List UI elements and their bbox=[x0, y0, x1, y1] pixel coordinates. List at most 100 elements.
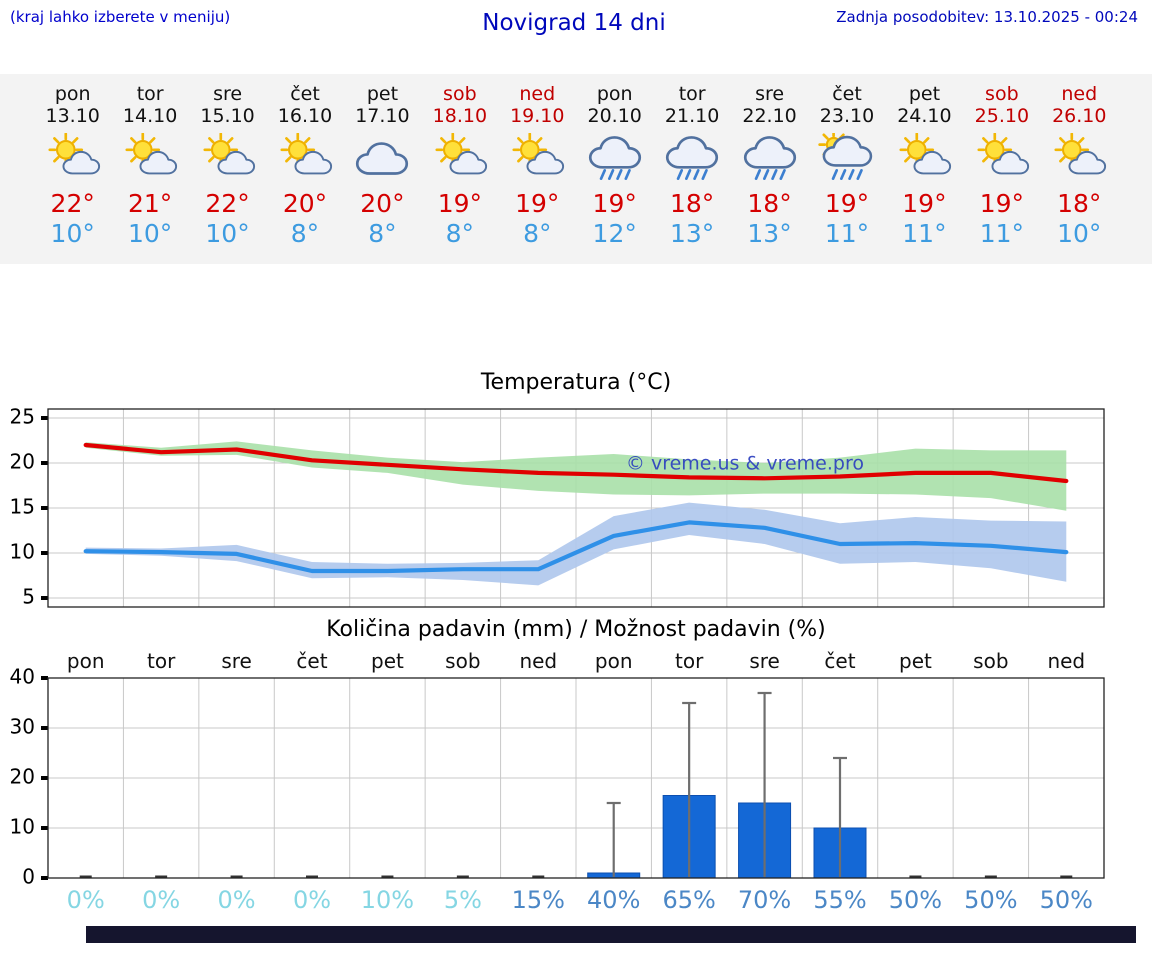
rain-icon bbox=[754, 168, 786, 180]
day-name: sob bbox=[443, 83, 477, 105]
weather-icon-rain-sun bbox=[818, 132, 873, 180]
day-date: 16.10 bbox=[277, 104, 333, 127]
y-tick-mark bbox=[41, 875, 48, 880]
high-temp: 20° bbox=[360, 188, 405, 218]
day-name: pon bbox=[596, 83, 633, 105]
day-label: sre bbox=[749, 649, 780, 673]
cloud-icon bbox=[588, 135, 641, 169]
day-date: 14.10 bbox=[122, 104, 178, 127]
low-temp: 11° bbox=[902, 219, 947, 249]
min-temp-range-band bbox=[85, 502, 1067, 586]
low-temp: 10° bbox=[50, 219, 95, 249]
day-icon-wrap bbox=[266, 132, 343, 185]
forecast-day: čet 16.10 20° 8° bbox=[266, 83, 343, 249]
day-label: pet bbox=[371, 649, 404, 673]
weather-icon-mostly-sunny bbox=[512, 132, 565, 175]
page-title: Novigrad 14 dni bbox=[482, 10, 666, 36]
high-temp: 18° bbox=[747, 188, 792, 218]
low-temp: 8° bbox=[368, 219, 397, 249]
day-label: pon bbox=[595, 649, 633, 673]
cloud-icon bbox=[991, 150, 1029, 175]
day-label: tor bbox=[675, 649, 704, 673]
low-temp: 11° bbox=[979, 219, 1024, 249]
weather-icon-mostly-sunny bbox=[435, 132, 487, 175]
day-date: 24.10 bbox=[897, 104, 952, 127]
high-temp: 18° bbox=[1057, 188, 1102, 218]
low-temp: 10° bbox=[127, 219, 173, 249]
day-name: sob bbox=[985, 83, 1019, 105]
forecast-day: sob 18.10 19° 8° bbox=[421, 83, 498, 249]
forecast-day: pet 17.10 20° 8° bbox=[344, 83, 421, 249]
cloud-icon bbox=[913, 150, 952, 175]
sun-icon bbox=[48, 132, 83, 167]
day-date: 15.10 bbox=[200, 104, 255, 127]
forecast-day: sre 15.10 22° 10° bbox=[189, 83, 266, 248]
low-temp: 13° bbox=[747, 219, 792, 249]
forecast-day: tor 21.10 18° 13° bbox=[653, 83, 730, 248]
day-label: tor bbox=[147, 649, 176, 673]
weather-icon-mostly-sunny bbox=[280, 132, 333, 175]
day-icon-wrap bbox=[731, 133, 808, 185]
high-temp: 21° bbox=[127, 188, 173, 218]
forecast-day: pet 24.10 19° 11° bbox=[886, 83, 963, 249]
y-tick-label: 30 bbox=[10, 714, 35, 738]
precipitation-chart-section: Količina padavin (mm) / Možnost padavin … bbox=[0, 617, 1152, 916]
cloud-icon bbox=[1068, 150, 1107, 175]
weather-icon-mostly-sunny bbox=[977, 132, 1029, 175]
day-name: ned bbox=[1061, 83, 1098, 105]
forecast-day: sob 25.10 19° 11° bbox=[963, 83, 1040, 249]
precip-plot-frame bbox=[47, 677, 1105, 879]
rain-icon bbox=[599, 168, 631, 180]
day-icon-wrap bbox=[111, 132, 188, 185]
day-name: tor bbox=[678, 83, 706, 105]
weather-icon-mostly-sunny bbox=[203, 132, 255, 175]
day-name: pet bbox=[366, 83, 399, 105]
day-label: pet bbox=[899, 649, 932, 673]
day-name: pet bbox=[908, 83, 941, 105]
y-tick-label: 10 bbox=[10, 814, 35, 838]
sun-icon bbox=[280, 132, 316, 167]
topbar: (kraj lahko izberete v meniju) Novigrad … bbox=[0, 0, 1152, 36]
day-date: 17.10 bbox=[355, 104, 410, 127]
y-tick-label: 25 bbox=[10, 404, 35, 428]
day-label: ned bbox=[1047, 649, 1085, 673]
forecast-strip: pon 13.10 22° 10° tor 14.10 21° 10° sre 15.10 22° 1… bbox=[0, 74, 1152, 264]
day-name: sre bbox=[213, 83, 243, 105]
high-temp: 19° bbox=[515, 188, 560, 218]
day-label: čet bbox=[296, 649, 327, 673]
day-name: pon bbox=[54, 83, 91, 105]
day-icon-wrap bbox=[421, 132, 498, 185]
precip-zero-tick bbox=[230, 875, 243, 878]
forecast-day: ned 26.10 18° 10° bbox=[1041, 83, 1118, 248]
y-tick-mark bbox=[41, 550, 48, 555]
precip-probability-label: 70% bbox=[738, 886, 791, 914]
low-temp: 8° bbox=[445, 219, 475, 249]
watermark: © vreme.us & vreme.pro bbox=[626, 452, 864, 474]
high-temp: 19° bbox=[592, 188, 637, 218]
precip-probability-label: 0% bbox=[142, 886, 180, 914]
y-tick-label: 20 bbox=[10, 449, 35, 473]
precip-probability-label: 50% bbox=[1040, 886, 1093, 914]
temperature-chart-section: Temperatura (°C) 5 10 15 20 25 © vreme.us & v… bbox=[0, 370, 1152, 615]
day-date: 25.10 bbox=[974, 104, 1030, 127]
temperature-chart: 5 10 15 20 25 © vreme.us & vreme.pro bbox=[10, 404, 1105, 608]
precip-zero-tick bbox=[532, 875, 545, 878]
day-date: 21.10 bbox=[664, 104, 720, 127]
y-tick-mark bbox=[41, 415, 48, 420]
precip-zero-tick bbox=[1060, 875, 1073, 878]
low-temp: 8° bbox=[290, 219, 320, 249]
precip-probability-label: 40% bbox=[587, 886, 640, 914]
y-tick-label: 15 bbox=[10, 494, 35, 518]
high-temp: 22° bbox=[205, 188, 250, 218]
weather-icon-mostly-sunny bbox=[125, 132, 178, 175]
weather-icon-rain bbox=[588, 135, 641, 180]
last-update-label: Zadnja posodobitev: 13.10.2025 - 00:24 bbox=[836, 8, 1138, 26]
rain-icon bbox=[831, 168, 863, 180]
precip-zero-tick bbox=[381, 875, 394, 878]
cloud-icon bbox=[294, 150, 333, 175]
day-label: ned bbox=[519, 649, 557, 673]
day-label: pon bbox=[67, 649, 105, 673]
sun-icon bbox=[1054, 132, 1090, 167]
day-icon-wrap bbox=[576, 133, 653, 185]
precip-probability-label: 0% bbox=[218, 886, 256, 914]
